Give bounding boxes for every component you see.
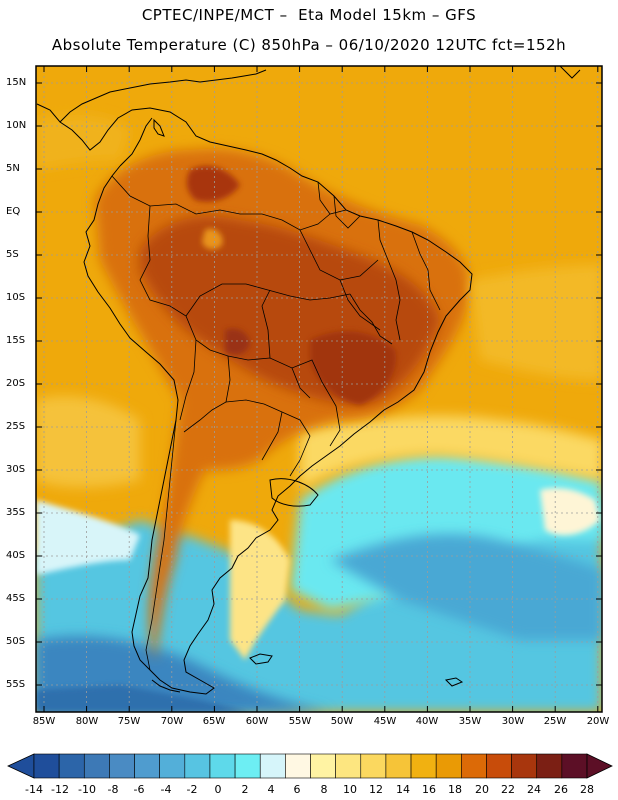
lat-label-50s: 50S xyxy=(6,636,26,647)
chart-title-line2: Absolute Temperature (C) 850hPa – 06/10/… xyxy=(51,36,567,54)
colorbar-label: 20 xyxy=(475,783,489,796)
lon-label-80w: 80W xyxy=(75,716,99,727)
colorbar-label: 24 xyxy=(527,783,541,796)
colorbar-label: 22 xyxy=(501,783,515,796)
lon-label-30w: 30W xyxy=(501,716,525,727)
lon-label-70w: 70W xyxy=(160,716,184,727)
colorbar-swatch xyxy=(310,753,336,779)
colorbar-label: 8 xyxy=(320,783,328,796)
lat-label-30s: 30S xyxy=(6,464,26,475)
colorbar-label: -6 xyxy=(133,783,145,796)
colorbar-label: 2 xyxy=(241,783,249,796)
colorbar-label: 18 xyxy=(448,783,462,796)
colorbar-label: 16 xyxy=(422,783,436,796)
lat-label-eq: EQ xyxy=(6,206,21,217)
axis-ticks xyxy=(36,66,602,712)
lat-label-15n: 15N xyxy=(6,77,27,88)
lat-label-35s: 35S xyxy=(6,507,26,518)
colorbar-swatch xyxy=(159,753,186,779)
lat-label-5n: 5N xyxy=(6,163,20,174)
colorbar-swatch xyxy=(461,753,487,779)
lat-label-40s: 40S xyxy=(6,550,26,561)
colorbar-swatch xyxy=(184,753,211,779)
colorbar-swatch xyxy=(360,753,387,779)
colorbar-swatch xyxy=(536,753,563,779)
lon-label-60w: 60W xyxy=(245,716,269,727)
colorbar-label: 28 xyxy=(580,783,594,796)
colorbar-swatch xyxy=(209,753,236,779)
map-frame xyxy=(35,65,603,713)
lon-label-45w: 45W xyxy=(373,716,397,727)
lon-label-20w: 20W xyxy=(586,716,610,727)
lon-label-50w: 50W xyxy=(330,716,354,727)
colorbar-label: 10 xyxy=(343,783,357,796)
colorbar-swatch xyxy=(134,753,160,779)
country-borders xyxy=(111,175,441,671)
lat-label-15s: 15S xyxy=(6,335,26,346)
colorbar-label: 14 xyxy=(396,783,410,796)
lon-label-35w: 35W xyxy=(458,716,482,727)
lat-label-5s: 5S xyxy=(6,249,19,260)
colorbar-swatch xyxy=(58,753,85,779)
colorbar-swatch xyxy=(335,753,362,779)
colorbar-swatch xyxy=(511,753,538,779)
colorbar-label: -14 xyxy=(25,783,43,796)
colorbar-label: -4 xyxy=(160,783,172,796)
lat-lon-grid xyxy=(36,66,602,712)
lon-label-65w: 65W xyxy=(202,716,226,727)
colorbar-arrow-high xyxy=(586,753,613,779)
lon-label-75w: 75W xyxy=(117,716,141,727)
lat-label-10n: 10N xyxy=(6,120,27,131)
colorbar-label: 6 xyxy=(293,783,301,796)
colorbar-swatch xyxy=(486,753,512,779)
temperature-field xyxy=(36,66,602,712)
lon-label-55w: 55W xyxy=(288,716,312,727)
colorbar-label: -12 xyxy=(51,783,69,796)
coastlines xyxy=(36,66,581,695)
colorbar-label: 4 xyxy=(267,783,275,796)
colorbar-arrow-low xyxy=(7,753,35,779)
colorbar-swatch xyxy=(234,753,261,779)
lat-label-10s: 10S xyxy=(6,292,26,303)
colorbar-label: -8 xyxy=(107,783,119,796)
lat-label-45s: 45S xyxy=(6,593,26,604)
lat-label-25s: 25S xyxy=(6,421,26,432)
colorbar xyxy=(7,753,613,779)
chart-title-line1: CPTEC/INPE/MCT – Eta Model 15km – GFS xyxy=(141,6,477,24)
colorbar-swatch xyxy=(385,753,412,779)
colorbar-label: 26 xyxy=(554,783,568,796)
colorbar-swatch xyxy=(561,753,588,779)
lat-label-55s: 55S xyxy=(6,679,26,690)
colorbar-swatch xyxy=(83,753,110,779)
colorbar-swatch xyxy=(285,753,311,779)
colorbar-swatch xyxy=(410,753,437,779)
colorbar-swatch xyxy=(435,753,462,779)
colorbar-swatch xyxy=(259,753,286,779)
colorbar-swatch xyxy=(109,753,135,779)
lat-label-20s: 20S xyxy=(6,378,26,389)
lon-label-85w: 85W xyxy=(32,716,56,727)
colorbar-label: 12 xyxy=(369,783,383,796)
lon-label-25w: 25W xyxy=(543,716,567,727)
colorbar-label: -10 xyxy=(78,783,96,796)
colorbar-label: 0 xyxy=(214,783,222,796)
colorbar-label: -2 xyxy=(186,783,198,796)
lon-label-40w: 40W xyxy=(415,716,439,727)
colorbar-swatch xyxy=(33,753,60,779)
